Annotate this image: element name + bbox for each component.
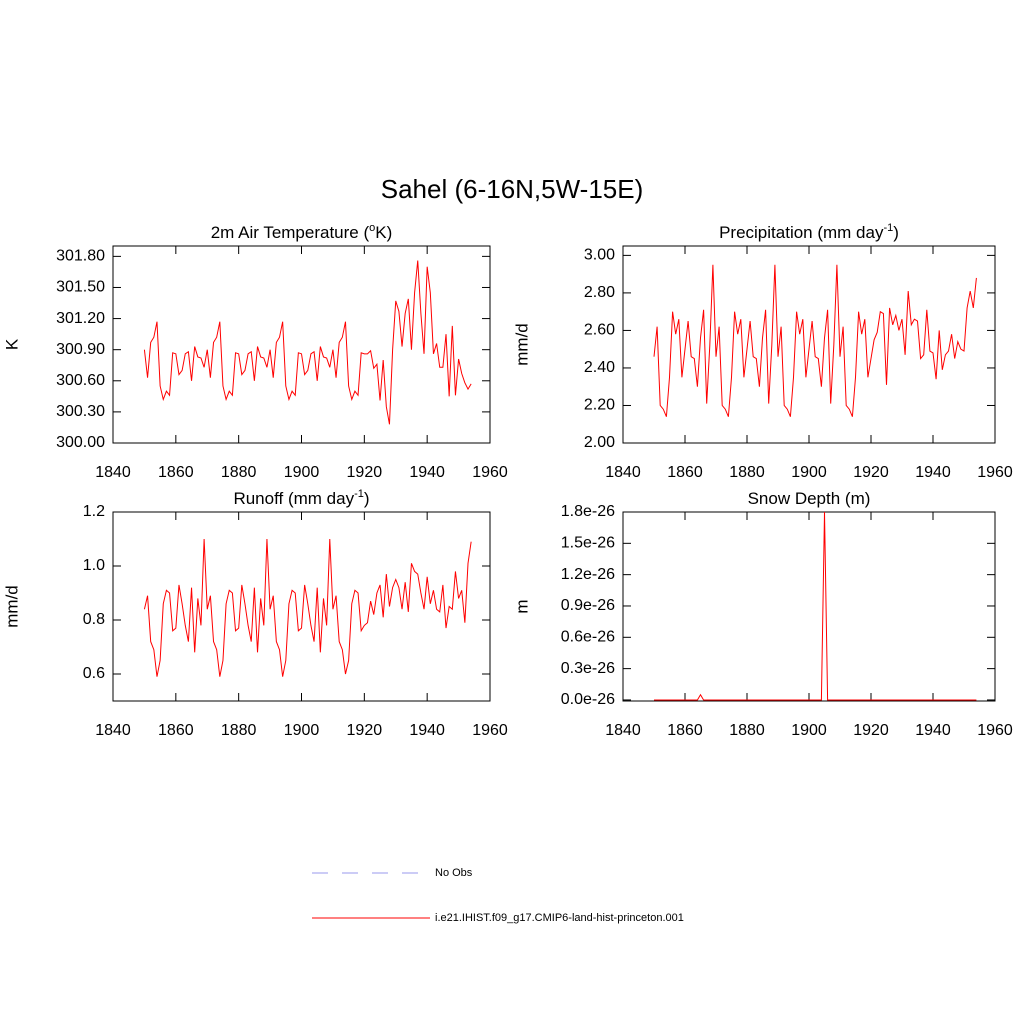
- y-tick-label: 1.2e-26: [561, 566, 615, 583]
- x-tick-label: 1860: [667, 464, 703, 481]
- figure-title: Sahel (6-16N,5W-15E): [381, 174, 644, 204]
- y-tick-label: 3.00: [584, 247, 615, 264]
- y-axis-label: mm/d: [512, 323, 531, 366]
- x-tick-label: 1840: [95, 722, 131, 739]
- y-tick-label: 2.40: [584, 359, 615, 376]
- x-tick-label: 1960: [977, 464, 1013, 481]
- y-tick-label: 300.90: [56, 341, 105, 358]
- panel-title-part: 2m Air Temperature (: [211, 223, 370, 242]
- panel-title-part: ): [893, 223, 899, 242]
- x-tick-label: 1960: [977, 722, 1013, 739]
- y-tick-label: 0.8: [83, 611, 105, 628]
- x-tick-label: 1900: [791, 722, 827, 739]
- y-axis-label: K: [2, 338, 21, 350]
- plot-frame: [622, 245, 996, 444]
- panel-title-part: ): [364, 489, 370, 508]
- x-tick-label: 1920: [853, 464, 889, 481]
- y-tick-label: 0.6: [83, 665, 105, 682]
- y-tick-label: 301.50: [56, 279, 105, 296]
- legend-label: i.e21.IHIST.f09_g17.CMIP6-land-hist-prin…: [435, 912, 684, 924]
- panel-title-part: -1: [354, 488, 364, 500]
- y-tick-label: 0.9e-26: [561, 597, 615, 614]
- data-line: [143, 260, 472, 425]
- y-tick-label: 2.80: [584, 284, 615, 301]
- y-tick-label: 301.20: [56, 310, 105, 327]
- panel-title: Runoff (mm day-1): [233, 488, 369, 509]
- y-tick-label: 1.0: [83, 557, 105, 574]
- x-tick-label: 1860: [158, 722, 194, 739]
- x-tick-label: 1900: [284, 464, 320, 481]
- x-tick-label: 1940: [915, 722, 951, 739]
- y-tick-label: 300.00: [56, 434, 105, 451]
- x-tick-label: 1920: [853, 722, 889, 739]
- y-tick-label: 1.5e-26: [561, 535, 615, 552]
- y-tick-label: 2.20: [584, 397, 615, 414]
- panel-title-part: K): [375, 223, 392, 242]
- plot-frame: [112, 511, 491, 702]
- panel-title-part: -1: [883, 222, 893, 234]
- y-tick-label: 300.30: [56, 403, 105, 420]
- x-tick-label: 1900: [284, 722, 320, 739]
- y-tick-label: 0.6e-26: [561, 629, 615, 646]
- x-tick-label: 1960: [472, 464, 508, 481]
- x-tick-label: 1880: [221, 464, 257, 481]
- x-tick-label: 1840: [605, 464, 641, 481]
- x-tick-label: 1860: [158, 464, 194, 481]
- panel-title: Precipitation (mm day-1): [719, 222, 899, 243]
- x-tick-label: 1880: [729, 464, 765, 481]
- y-tick-label: 1.8e-26: [561, 503, 615, 520]
- panel-title-part: Snow Depth (m): [748, 489, 871, 508]
- x-tick-label: 1920: [347, 464, 383, 481]
- x-tick-label: 1840: [95, 464, 131, 481]
- data-line: [653, 264, 977, 417]
- x-tick-label: 1940: [915, 464, 951, 481]
- x-tick-label: 1840: [605, 722, 641, 739]
- y-tick-label: 0.0e-26: [561, 691, 615, 708]
- data-line: [654, 511, 977, 701]
- x-tick-label: 1880: [221, 722, 257, 739]
- x-tick-label: 1940: [409, 722, 445, 739]
- panel-title: Snow Depth (m): [748, 489, 871, 508]
- x-tick-label: 1940: [409, 464, 445, 481]
- x-tick-label: 1860: [667, 722, 703, 739]
- y-tick-label: 300.60: [56, 372, 105, 389]
- y-axis-label: m: [512, 599, 531, 613]
- panel-title: 2m Air Temperature (oK): [211, 222, 393, 243]
- y-tick-label: 2.00: [584, 434, 615, 451]
- panel-title-part: Runoff (mm day: [233, 489, 354, 508]
- legend-label: No Obs: [435, 867, 473, 879]
- y-tick-label: 301.80: [56, 248, 105, 265]
- x-tick-label: 1920: [347, 722, 383, 739]
- data-line: [143, 538, 472, 677]
- x-tick-label: 1880: [729, 722, 765, 739]
- y-tick-label: 0.3e-26: [561, 660, 615, 677]
- y-tick-label: 1.2: [83, 503, 105, 520]
- y-axis-label: mm/d: [2, 585, 21, 628]
- plot-frame: [622, 511, 996, 702]
- x-tick-label: 1900: [791, 464, 827, 481]
- x-tick-label: 1960: [472, 722, 508, 739]
- y-tick-label: 2.60: [584, 322, 615, 339]
- panel-title-part: o: [369, 222, 375, 234]
- panel-title-part: Precipitation (mm day: [719, 223, 884, 242]
